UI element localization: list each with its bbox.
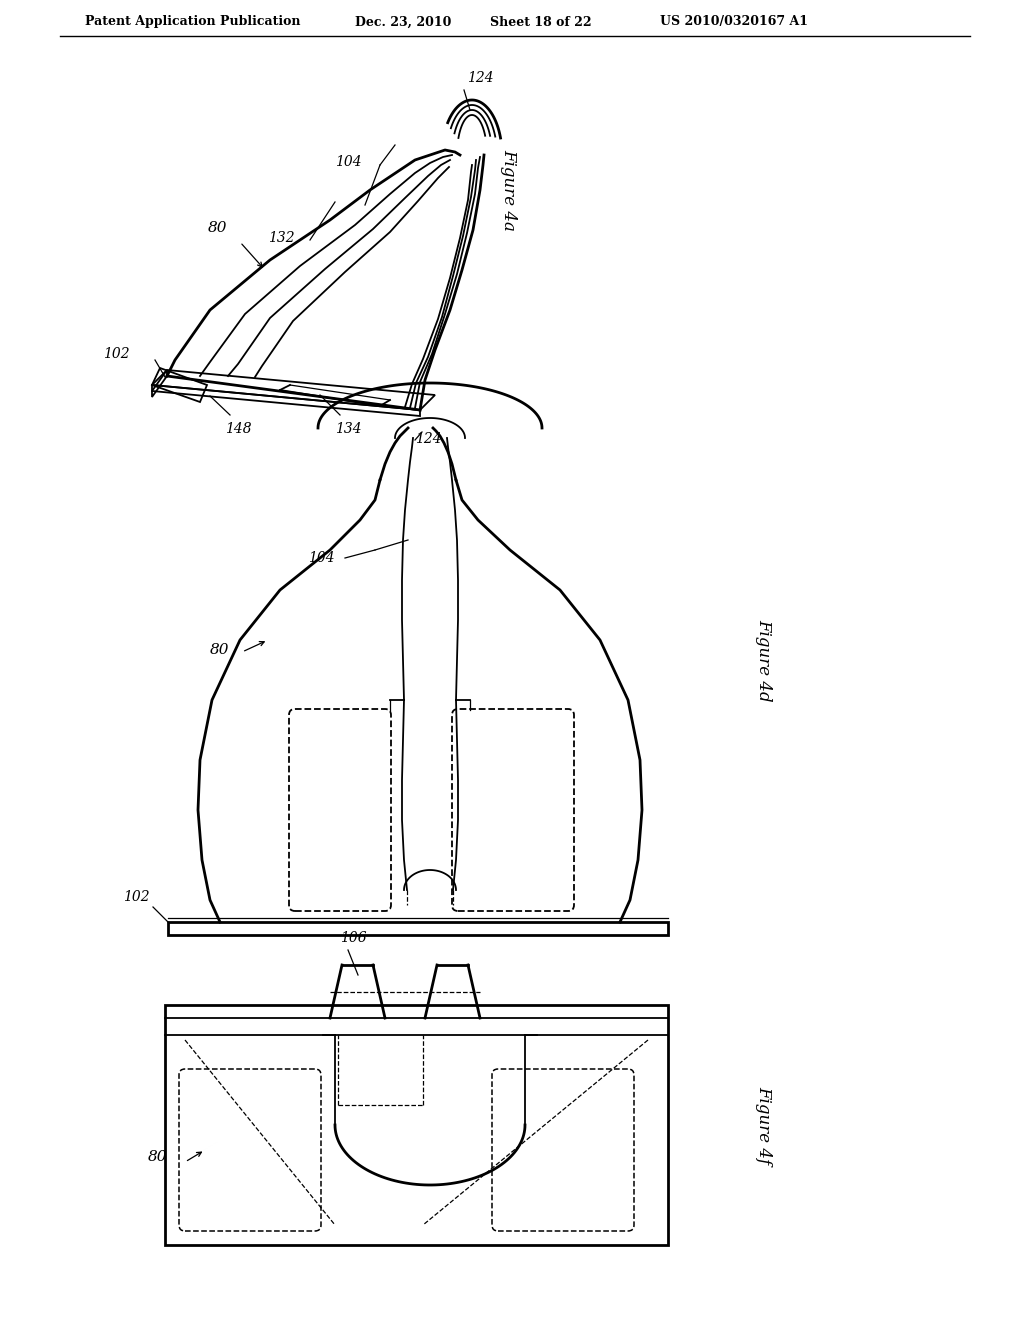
Text: 80: 80 <box>148 1150 168 1164</box>
Text: 104: 104 <box>308 550 335 565</box>
Text: 132: 132 <box>268 231 295 246</box>
Text: Patent Application Publication: Patent Application Publication <box>85 16 300 29</box>
Text: 104: 104 <box>336 154 362 169</box>
Text: 124: 124 <box>415 432 441 446</box>
Text: 134: 134 <box>335 422 361 436</box>
Text: US 2010/0320167 A1: US 2010/0320167 A1 <box>660 16 808 29</box>
Text: Dec. 23, 2010: Dec. 23, 2010 <box>355 16 452 29</box>
Text: 102: 102 <box>123 890 150 904</box>
Text: Figure 4a: Figure 4a <box>500 149 517 231</box>
Bar <box>165 1005 668 1245</box>
Text: 102: 102 <box>103 347 130 360</box>
Text: Sheet 18 of 22: Sheet 18 of 22 <box>490 16 592 29</box>
Text: Figure 4d: Figure 4d <box>755 619 772 701</box>
Text: 106: 106 <box>340 931 367 945</box>
Text: 80: 80 <box>210 643 229 657</box>
Text: 148: 148 <box>225 422 252 436</box>
Text: 124: 124 <box>467 71 494 84</box>
Text: 80: 80 <box>208 220 227 235</box>
Bar <box>168 921 668 935</box>
Text: Figure 4f: Figure 4f <box>755 1086 772 1164</box>
